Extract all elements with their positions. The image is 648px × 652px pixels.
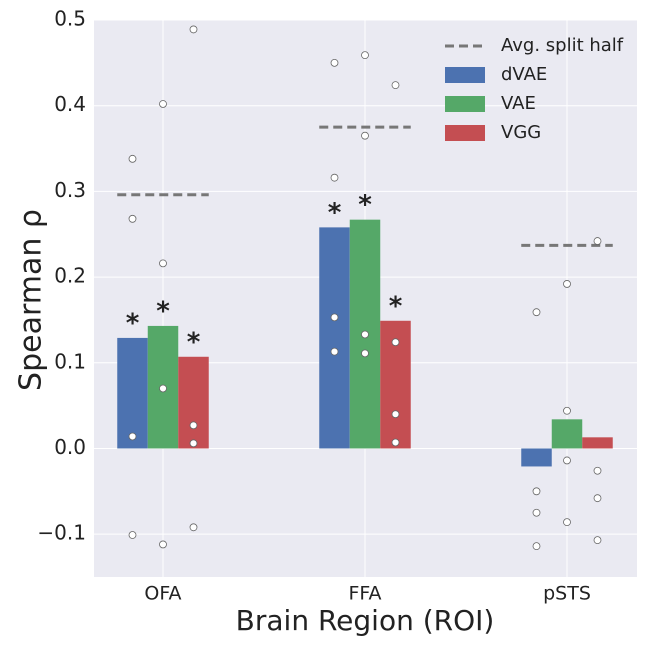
legend-label: Avg. split half [501,35,624,56]
subject-point [391,81,400,90]
subject-point [593,536,602,545]
subject-point [330,313,339,322]
subject-point [361,349,369,358]
subject-point [330,173,339,182]
bar [117,337,148,449]
legend-label: VGG [501,122,541,143]
significance-star: * [389,291,403,321]
subject-point [189,439,198,448]
bar [582,437,613,449]
significance-star: * [126,308,140,338]
subject-point [189,421,198,430]
subject-point [159,384,167,393]
legend-label: dVAE [501,64,547,85]
bar [178,356,209,449]
legend-swatch [445,67,485,83]
subject-point [391,438,400,447]
bar [521,448,552,467]
y-tick-label: −0.1 [37,521,86,545]
subject-point [563,406,571,415]
significance-star: * [156,296,170,326]
subject-point [128,432,137,441]
subject-point [361,330,369,339]
legend-label: VAE [501,93,536,114]
x-tick-label: FFA [348,583,381,605]
subject-point [189,523,198,532]
subject-point [159,100,167,108]
x-tick-label: OFA [144,583,181,605]
subject-point [159,540,167,549]
subject-point [361,131,369,140]
y-tick-label: 0.0 [54,435,86,459]
x-tick-label: pSTS [543,583,591,605]
subject-point [563,280,571,288]
subject-point [361,51,369,60]
subject-point [128,531,137,539]
subject-point [593,494,602,503]
bar [319,227,350,449]
legend-swatch [445,96,485,112]
legend-swatch [445,125,485,141]
subject-point [128,214,137,223]
y-tick-label: 0.4 [54,92,86,116]
subject-point [532,542,541,551]
subject-point [391,410,400,419]
subject-point [593,237,602,245]
bar [551,419,583,449]
y-tick-label: 0.5 [54,7,86,31]
subject-point [532,508,541,517]
subject-point [330,347,339,356]
subject-point [563,518,571,527]
y-tick-label: 0.3 [54,178,86,202]
subject-point [159,259,167,268]
y-axis-label: Spearman ρ [14,209,49,391]
y-tick-label: 0.1 [54,349,86,373]
subject-point [330,58,339,67]
subject-point [532,308,541,317]
subject-point [391,338,400,347]
subject-point [128,154,137,163]
subject-point [189,25,198,34]
subject-point [593,466,602,475]
y-tick-label: 0.2 [54,264,86,288]
subject-point [532,487,541,496]
significance-star: * [358,190,372,220]
significance-star: * [328,198,342,228]
x-axis-label: Brain Region (ROI) [236,604,495,637]
significance-star: * [187,327,201,357]
subject-point [563,456,571,465]
